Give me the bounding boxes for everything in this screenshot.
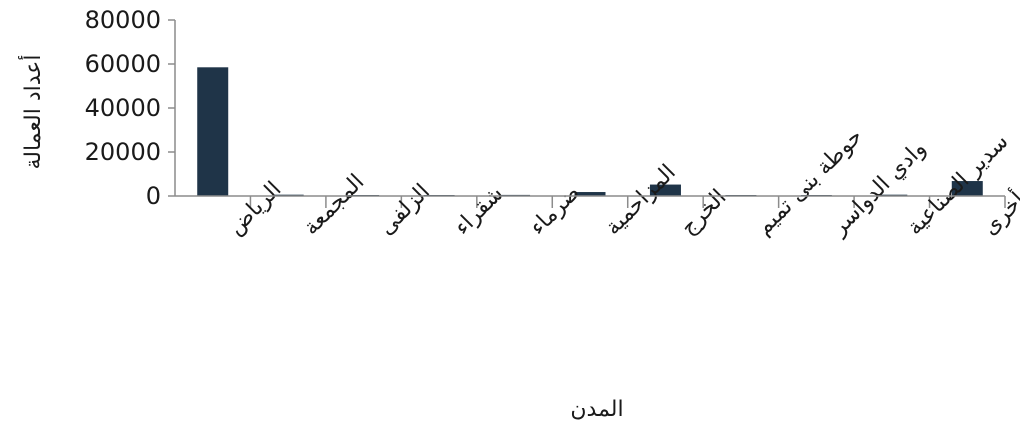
bar — [951, 181, 983, 196]
x-category-label: المجمعة — [299, 170, 370, 241]
y-axis-ticks: 0 20000 40000 60000 80000 — [85, 6, 175, 210]
y-tick-label: 0 — [146, 182, 161, 210]
x-category-label: الرياض — [223, 177, 286, 240]
bar — [574, 192, 606, 196]
bar — [197, 67, 229, 196]
y-axis-title: أعداد العمالة — [18, 54, 46, 169]
x-category-label: شقراء — [450, 181, 509, 240]
x-category-label: الخرج — [676, 185, 731, 240]
y-tick-label: 60000 — [85, 50, 161, 78]
y-tick-label: 80000 — [85, 6, 161, 34]
bars — [197, 67, 983, 196]
bar — [649, 184, 681, 196]
x-category-label: المزاحمية — [601, 160, 681, 240]
x-category-label: الزلفى — [374, 179, 435, 240]
y-tick-label: 20000 — [85, 138, 161, 166]
x-category-label: ضرماء — [525, 180, 585, 240]
x-axis-ticks: الرياض المجمعة الزلفى شقراء ضرماء المزاحميةال… — [223, 124, 1020, 241]
y-tick-label: 40000 — [85, 94, 161, 122]
x-axis-title: المدن — [570, 397, 623, 422]
